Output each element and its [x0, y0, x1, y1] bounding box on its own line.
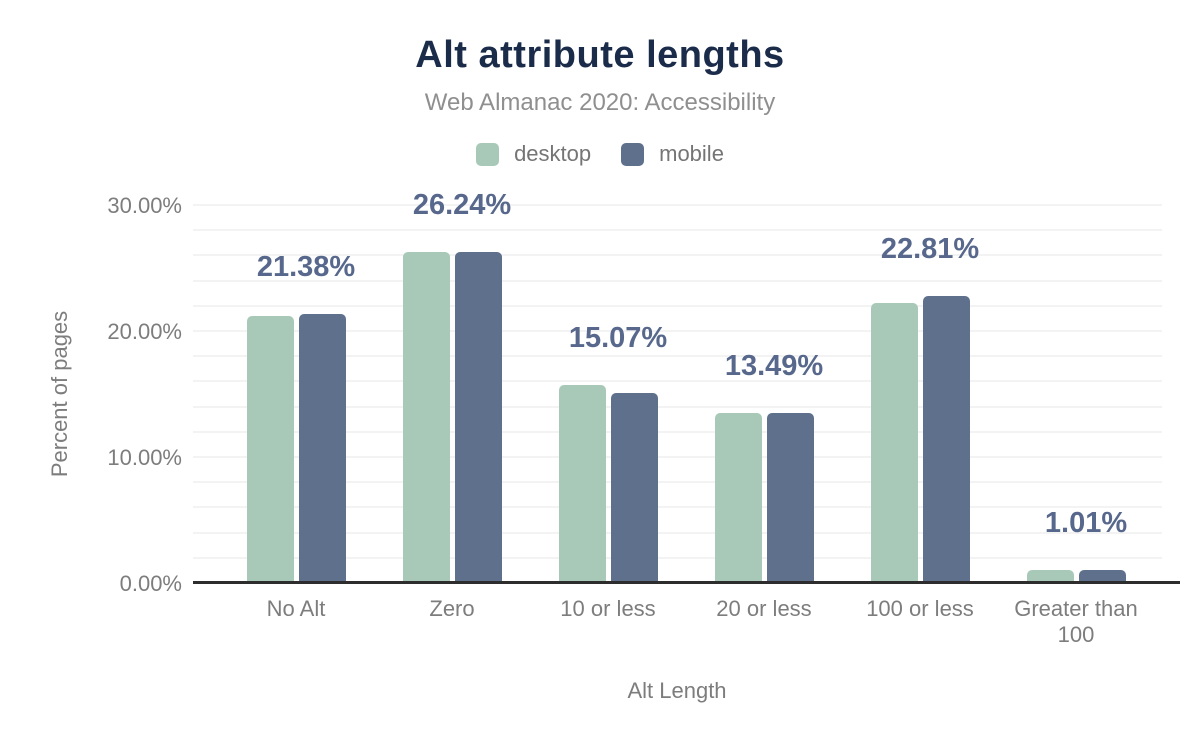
- bar-mobile-zero[interactable]: [454, 252, 502, 583]
- gridline-2: [193, 556, 1162, 559]
- data-label-20-or-less: 13.49%: [724, 349, 824, 382]
- bar-desktop-greater-than-100[interactable]: [1026, 570, 1074, 583]
- gridline-22: [193, 304, 1162, 307]
- x-tick-label-100-or-less: 100 or less: [866, 596, 974, 621]
- x-axis-labels: No Alt Zero 10 or less 20 or less 100 or les…: [218, 596, 1154, 649]
- data-label-10-or-less: 15.07%: [568, 322, 668, 355]
- bar-group-100-or-less: 22.81%: [842, 205, 998, 583]
- y-axis-ticks: 0.00% 10.00% 20.00% 30.00%: [0, 193, 182, 596]
- gridline-14: [193, 405, 1162, 408]
- gridline-12: [193, 430, 1162, 433]
- bar-desktop-zero[interactable]: [402, 251, 450, 583]
- bar-group-no-alt: 21.38%: [218, 205, 374, 583]
- bar-group-zero: 26.24%: [374, 189, 530, 583]
- bar-groups: 21.38% 26.24% 15.07% 13.49% 22.81% 1.01%: [218, 189, 1154, 583]
- legend-swatch-desktop: [476, 142, 500, 166]
- bar-desktop-20-or-less[interactable]: [714, 412, 762, 583]
- y-tick-label-20: 20.00%: [107, 319, 182, 344]
- data-label-greater-than-100: 1.01%: [1044, 507, 1128, 540]
- bar-mobile-no-alt[interactable]: [298, 313, 346, 583]
- x-tick-label-no-alt: No Alt: [266, 596, 326, 621]
- y-tick-label-30: 30.00%: [107, 193, 182, 218]
- x-tick-label-greater-than-100: Greater than 100: [1014, 596, 1138, 648]
- legend-item-mobile: mobile: [621, 141, 724, 167]
- bar-desktop-100-or-less[interactable]: [870, 303, 918, 583]
- bar-mobile-100-or-less[interactable]: [922, 295, 970, 583]
- data-label-zero: 26.24%: [412, 188, 512, 221]
- chart-title: Alt attribute lengths: [415, 34, 785, 76]
- chart-subtitle: Web Almanac 2020: Accessibility: [424, 89, 776, 116]
- legend-swatch-mobile: [621, 142, 645, 166]
- x-axis-line: [193, 581, 1180, 584]
- y-tick-label-0: 0.00%: [119, 571, 182, 596]
- gridline-20: [193, 330, 1162, 332]
- x-tick-label-20-or-less: 20 or less: [716, 596, 812, 621]
- gridline-4: [193, 531, 1162, 534]
- bar-group-10-or-less: 15.07%: [530, 205, 686, 583]
- plot-area: 21.38% 26.24% 15.07% 13.49% 22.81% 1.01%: [193, 189, 1180, 584]
- gridline-8: [193, 481, 1162, 484]
- gridline-24: [193, 279, 1162, 282]
- legend: desktop mobile: [0, 141, 1200, 167]
- gridline-26: [193, 254, 1162, 257]
- gridline-28: [193, 229, 1162, 232]
- legend-item-desktop: desktop: [476, 141, 591, 167]
- gridline-10: [193, 456, 1162, 458]
- bar-desktop-no-alt[interactable]: [246, 315, 294, 583]
- bar-group-20-or-less: 13.49%: [686, 205, 842, 583]
- bar-group-greater-than-100: 1.01%: [998, 205, 1154, 583]
- gridline-30: [193, 204, 1162, 206]
- data-label-no-alt: 21.38%: [256, 250, 356, 283]
- x-axis-title: Alt Length: [627, 678, 727, 703]
- gridline-18: [193, 355, 1162, 358]
- legend-label-mobile: mobile: [659, 141, 724, 166]
- gridline-6: [193, 506, 1162, 509]
- data-label-100-or-less: 22.81%: [880, 232, 980, 265]
- bar-desktop-10-or-less[interactable]: [558, 385, 606, 583]
- bar-mobile-20-or-less[interactable]: [766, 413, 814, 583]
- y-tick-label-10: 10.00%: [107, 445, 182, 470]
- x-tick-label-10-or-less: 10 or less: [560, 596, 656, 621]
- bar-mobile-greater-than-100[interactable]: [1078, 570, 1126, 583]
- bar-mobile-10-or-less[interactable]: [610, 393, 658, 583]
- x-tick-label-zero: Zero: [429, 596, 475, 621]
- legend-label-desktop: desktop: [514, 141, 592, 166]
- gridline-16: [193, 380, 1162, 383]
